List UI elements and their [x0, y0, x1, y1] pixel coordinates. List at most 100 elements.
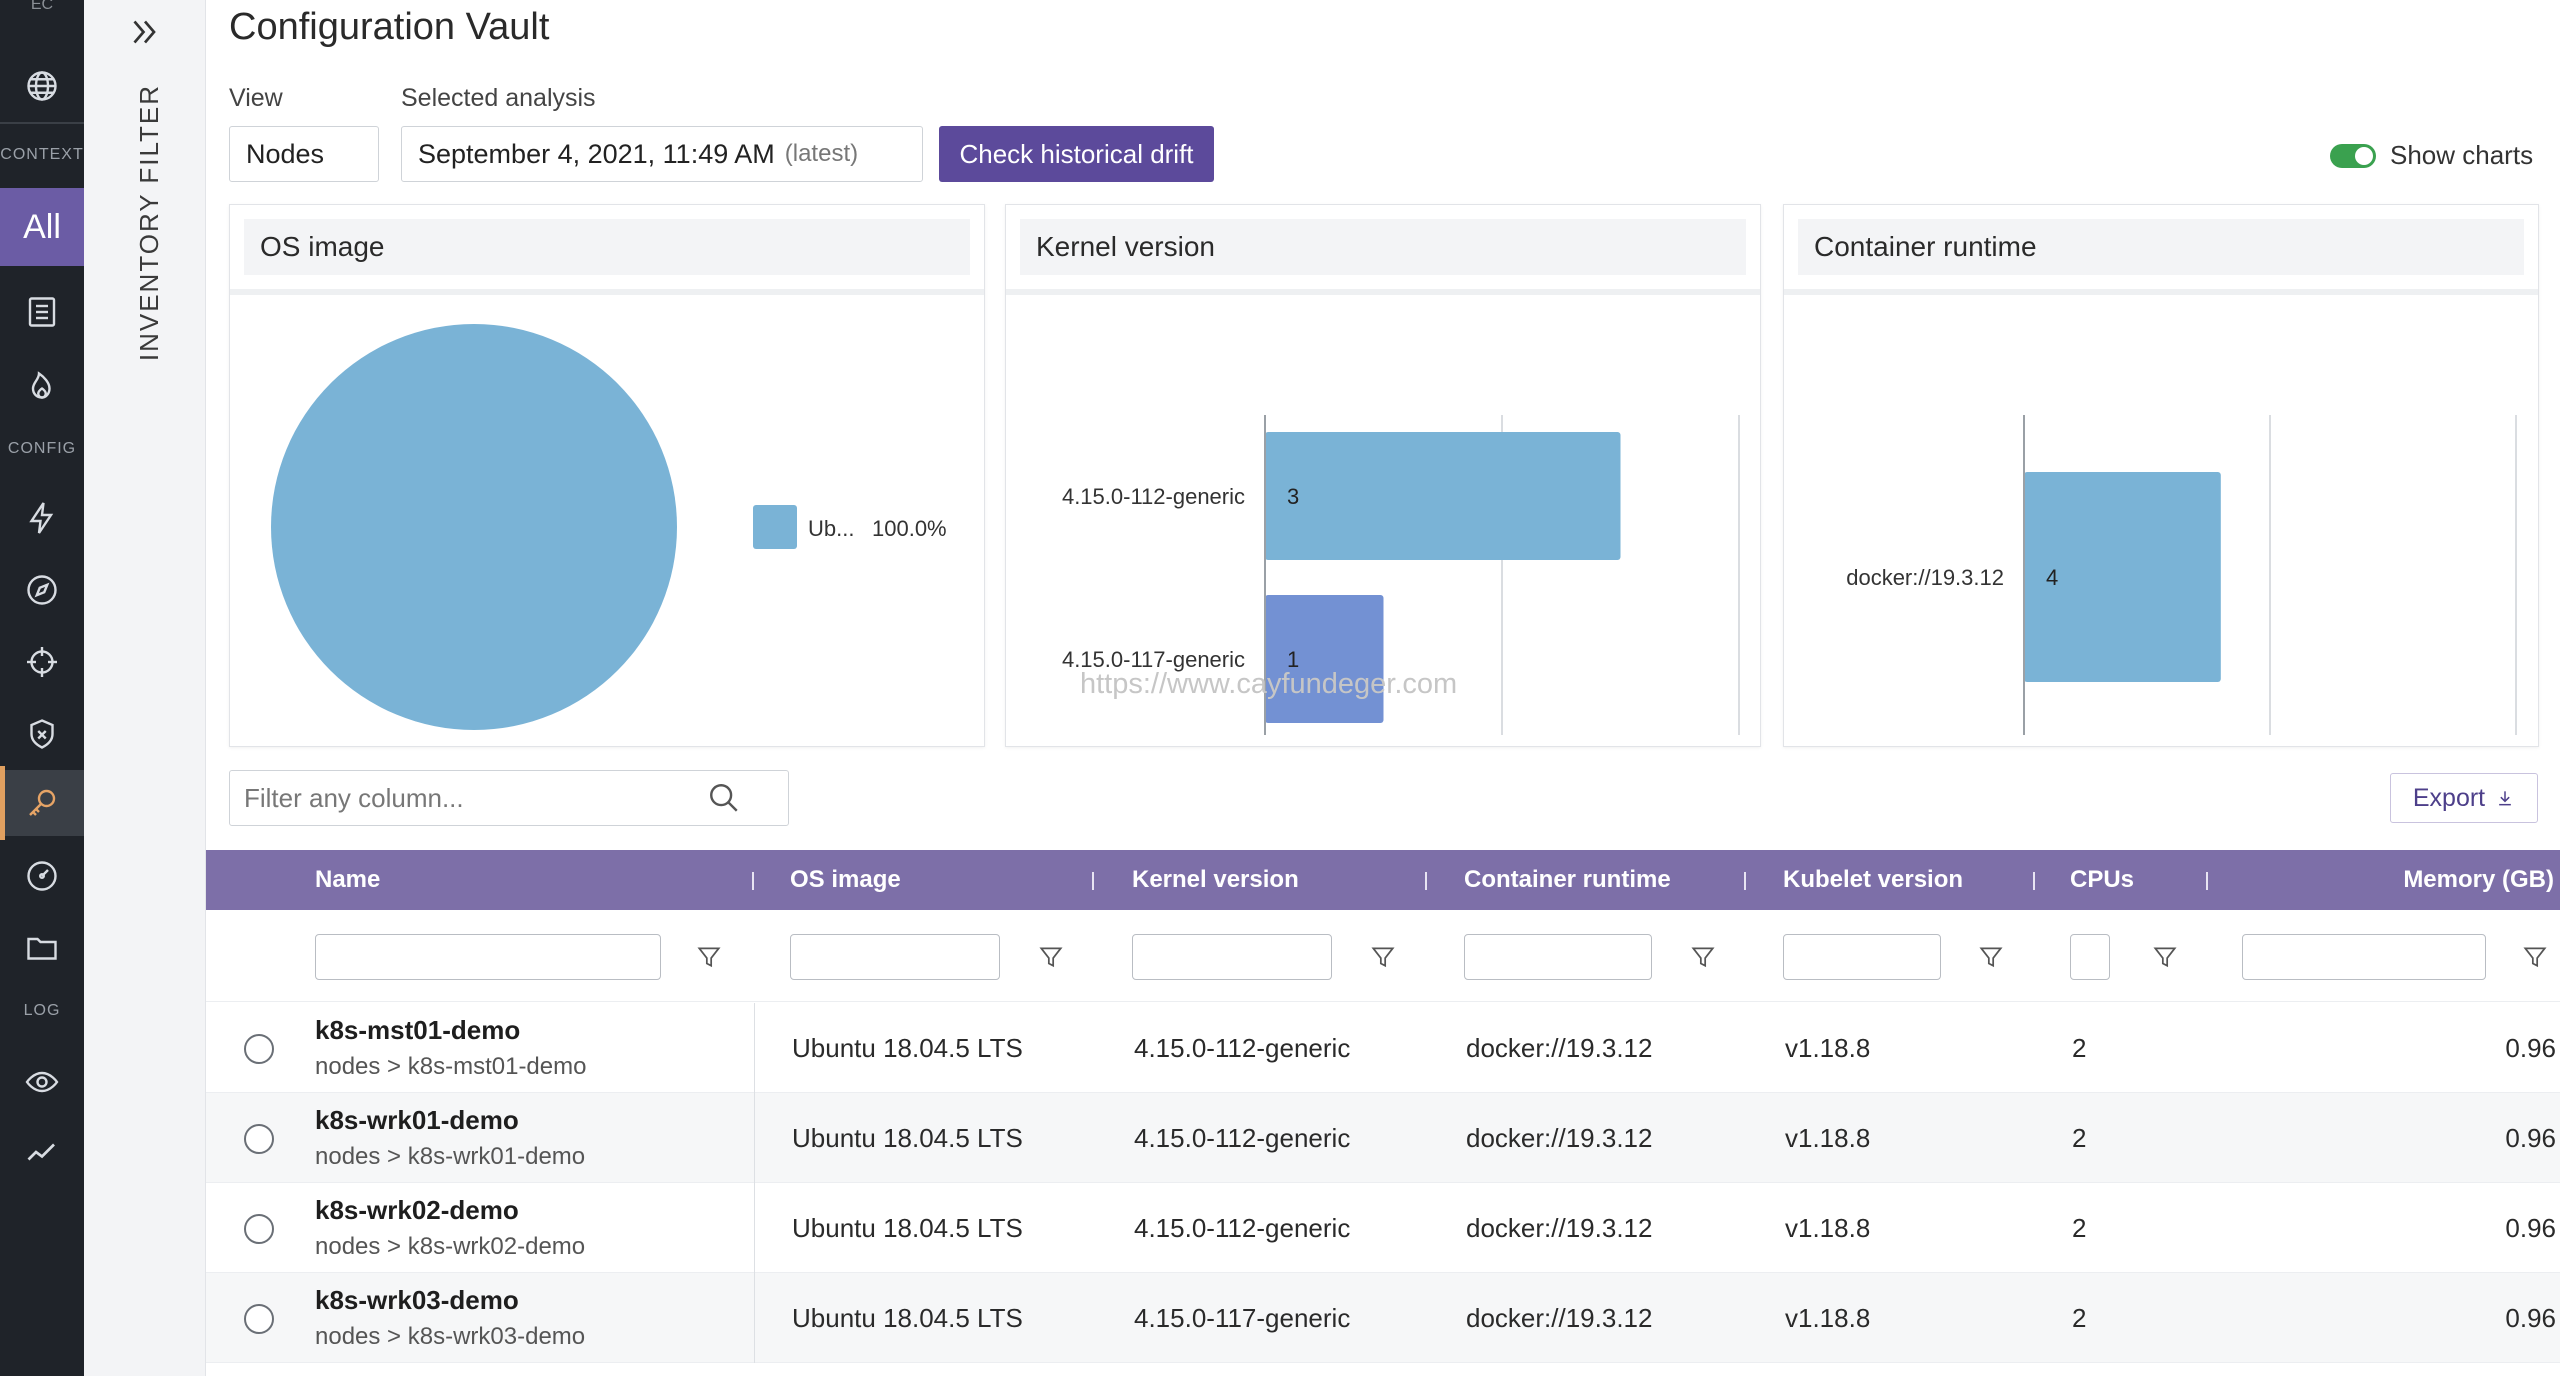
legend-value: 100.0%	[872, 516, 947, 541]
check-historical-drift-button[interactable]: Check historical drift	[939, 126, 1214, 182]
column-header-container-runtime[interactable]: Container runtime	[1464, 866, 1671, 893]
analysis-select-value: September 4, 2021, 11:49 AM	[418, 138, 775, 169]
column-resize-handle[interactable]	[2206, 872, 2208, 890]
folder-icon[interactable]	[0, 916, 84, 980]
bar-value-label: 3	[1287, 484, 1299, 509]
show-charts-toggle[interactable]	[2330, 143, 2376, 168]
row-select-radio[interactable]	[244, 1304, 274, 1334]
context-all-button[interactable]: All	[0, 188, 84, 266]
eye-icon[interactable]	[0, 1050, 84, 1114]
column-resize-handle[interactable]	[1744, 872, 1746, 890]
table-row[interactable]: k8s-wrk02-demo nodes > k8s-wrk02-demo Ub…	[206, 1183, 2560, 1273]
filter-icon[interactable]	[1038, 944, 1064, 970]
legend-label: Ub...	[808, 516, 854, 541]
name-column-filter-input[interactable]	[315, 934, 661, 980]
kernel-version-cell: 4.15.0-112-generic	[1134, 1033, 1351, 1063]
show-charts-label: Show charts	[2390, 140, 2534, 170]
bar	[1265, 432, 1621, 560]
filter-icon[interactable]	[1370, 944, 1396, 970]
column-resize-handle[interactable]	[1092, 872, 1094, 890]
analysis-latest-tag: (latest)	[784, 140, 859, 167]
node-path: nodes > k8s-wrk01-demo	[315, 1143, 586, 1170]
os-image-cell: Ubuntu 18.04.5 LTS	[792, 1033, 1023, 1063]
os-image-pie-chart: Ub... 100.0%	[271, 324, 947, 730]
y-category-label: 4.15.0-112-generic	[1062, 484, 1245, 509]
column-resize-handle[interactable]	[752, 872, 754, 890]
book-icon[interactable]	[0, 280, 84, 344]
trend-line-icon[interactable]	[0, 1120, 84, 1184]
nav-section-context: CONTEXT	[0, 146, 84, 163]
column-divider	[754, 1003, 755, 1093]
container-runtime-column-filter-input[interactable]	[1464, 934, 1652, 980]
column-header-cpus[interactable]: CPUs	[2070, 866, 2135, 893]
container-runtime-cell: docker://19.3.12	[1466, 1213, 1653, 1243]
container-runtime-chart-title: Container runtime	[1798, 219, 2524, 275]
expand-chevrons-icon[interactable]	[127, 14, 163, 50]
column-resize-handle[interactable]	[2033, 872, 2035, 890]
os-image-cell: Ubuntu 18.04.5 LTS	[792, 1123, 1023, 1153]
memory-cell: 0.96	[2505, 1303, 2556, 1333]
nav-divider	[0, 122, 84, 124]
memory-column-filter-input[interactable]	[2242, 934, 2486, 980]
row-select-radio[interactable]	[244, 1214, 274, 1244]
inventory-filter-label[interactable]: INVENTORY FILTER	[134, 84, 164, 362]
column-resize-handle[interactable]	[1425, 872, 1427, 890]
filter-icon[interactable]	[696, 944, 722, 970]
bar	[2024, 472, 2221, 682]
kernel-version-cell: 4.15.0-112-generic	[1134, 1123, 1351, 1153]
globe-icon[interactable]	[0, 54, 84, 118]
os-image-chart-card: OS image Ub... 100.0%	[229, 204, 985, 747]
kernel-version-column-filter-input[interactable]	[1132, 934, 1332, 980]
kubelet-version-column-filter-input[interactable]	[1783, 934, 1941, 980]
watermark-text: https://www.cayfundeger.com	[1080, 668, 1458, 700]
container-runtime-bar-chart: 0510docker://19.3.124	[1846, 415, 2517, 735]
column-header-os-image[interactable]: OS image	[790, 866, 901, 893]
row-select-radio[interactable]	[244, 1034, 274, 1064]
gauge-icon[interactable]	[0, 844, 84, 908]
column-divider	[754, 1183, 755, 1273]
filter-icon[interactable]	[2152, 944, 2178, 970]
column-header-memory[interactable]: Memory (GB)	[2403, 866, 2554, 893]
os-image-column-filter-input[interactable]	[790, 934, 1000, 980]
analysis-select[interactable]: September 4, 2021, 11:49 AM (latest)	[401, 126, 923, 182]
download-icon	[2499, 791, 2511, 806]
crosshair-icon[interactable]	[0, 630, 84, 694]
filter-icon[interactable]	[1978, 944, 2004, 970]
filter-any-column-input[interactable]	[229, 770, 789, 826]
filter-icon[interactable]	[2522, 944, 2548, 970]
column-header-kubelet-version[interactable]: Kubelet version	[1783, 866, 1964, 893]
column-header-kernel-version[interactable]: Kernel version	[1132, 866, 1299, 893]
card-divider	[1784, 289, 2538, 295]
row-select-radio[interactable]	[244, 1124, 274, 1154]
lightning-icon[interactable]	[0, 486, 84, 550]
column-divider	[754, 1273, 755, 1363]
kernel-version-chart-card: Kernel version 0244.15.0-112-generic34.1…	[1005, 204, 1761, 747]
view-select[interactable]: Nodes	[229, 126, 379, 182]
show-charts-control: Show charts	[2330, 140, 2533, 171]
os-image-cell: Ubuntu 18.04.5 LTS	[792, 1303, 1023, 1333]
kernel-version-bar-chart: 0244.15.0-112-generic34.15.0-117-generic…	[1062, 415, 1740, 735]
cpus-column-filter-input[interactable]	[2070, 934, 2110, 980]
card-divider	[1006, 289, 1760, 295]
table-row[interactable]: k8s-wrk01-demo nodes > k8s-wrk01-demo Ub…	[206, 1093, 2560, 1183]
y-category-label: docker://19.3.12	[1846, 565, 2004, 590]
container-runtime-cell: docker://19.3.12	[1466, 1033, 1653, 1063]
kubelet-version-cell: v1.18.8	[1785, 1033, 1871, 1063]
kernel-version-cell: 4.15.0-117-generic	[1134, 1303, 1351, 1333]
compass-icon[interactable]	[0, 558, 84, 622]
key-icon[interactable]	[0, 770, 84, 836]
shield-icon[interactable]	[0, 702, 84, 766]
fire-icon[interactable]	[0, 352, 84, 416]
filter-icon[interactable]	[1690, 944, 1716, 970]
search-icon[interactable]	[707, 781, 741, 815]
export-label: Export	[2412, 783, 2486, 812]
table-row[interactable]: k8s-wrk03-demo nodes > k8s-wrk03-demo Ub…	[206, 1273, 2560, 1363]
export-button[interactable]: Export	[2390, 773, 2538, 823]
nav-active-indicator	[0, 766, 5, 840]
table-row[interactable]: k8s-mst01-demo nodes > k8s-mst01-demo Ub…	[206, 1003, 2560, 1093]
page-title: Configuration Vault	[229, 6, 550, 48]
kubelet-version-cell: v1.18.8	[1785, 1213, 1871, 1243]
cpus-cell: 2	[2072, 1303, 2087, 1333]
nav-section-log: LOG	[23, 1002, 61, 1019]
column-header-name[interactable]: Name	[315, 866, 381, 893]
